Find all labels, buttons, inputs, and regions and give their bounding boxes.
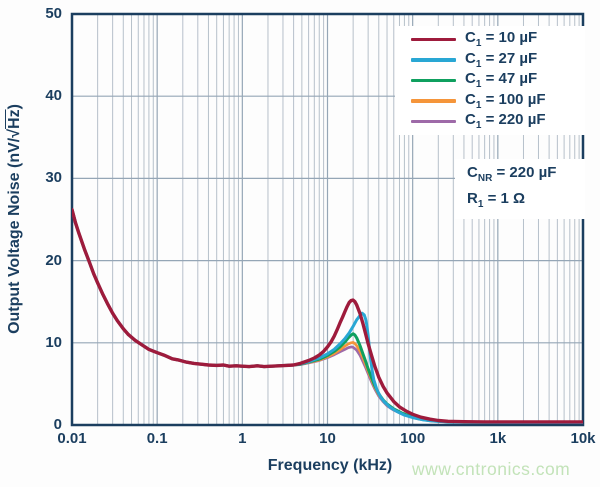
legend-label-c1-10uf: C1 = 10 µF <box>465 29 538 50</box>
conditions-annotation: CNR = 220 µF R1 = 1 Ω <box>455 159 585 219</box>
x-tick-label-100: 100 <box>400 430 426 447</box>
annotation-cnr: CNR = 220 µF <box>467 163 585 189</box>
legend-item-c1-10uf: C1 = 10 µF <box>411 29 585 50</box>
watermark: www.cntronics.com <box>412 459 571 479</box>
legend-label-c1-100uf: C1 = 100 µF <box>465 90 546 111</box>
y-axis-title-text: Output Voltage Noise (nV/√ <box>6 128 23 334</box>
annotation-r1: R1 = 1 Ω <box>467 189 585 215</box>
legend-item-c1-100uf: C1 = 100 µF <box>411 91 585 112</box>
legend-item-c1-220uf: C1 = 220 µF <box>411 111 585 132</box>
legend-swatch-c1-220uf <box>411 119 456 123</box>
x-tick-label-1: 1 <box>238 430 247 447</box>
sqrt-overline-hz: Hz <box>6 109 23 129</box>
legend-label-c1-27uf: C1 = 27 µF <box>465 49 538 70</box>
y-tick-label-50: 50 <box>45 5 62 22</box>
y-tick-label-0: 0 <box>53 416 62 433</box>
legend-swatch-c1-10uf <box>411 37 456 41</box>
annotation-cnr-symbol: C <box>467 164 478 181</box>
y-tick-label-20: 20 <box>45 251 62 269</box>
x-tick-label-10k: 10k <box>570 430 596 447</box>
y-tick-label-40: 40 <box>45 87 62 105</box>
legend-label-c1-47uf: C1 = 47 µF <box>465 70 538 91</box>
y-axis-title: Output Voltage Noise (nV/√Hz) <box>6 104 24 334</box>
y-axis-title-close: ) <box>6 104 23 110</box>
x-tick-label-10: 10 <box>319 430 336 447</box>
annotation-cnr-subscript: NR <box>477 173 493 184</box>
legend-swatch-c1-27uf <box>411 58 456 62</box>
y-tick-label-30: 30 <box>45 169 62 187</box>
curve-c1-10uf <box>72 207 583 424</box>
x-tick-label-0.1: 0.1 <box>146 430 168 447</box>
plot-frame <box>70 12 585 427</box>
annotation-cnr-value: = 220 µF <box>492 164 557 181</box>
x-axis-title: Frequency (kHz) <box>267 457 393 474</box>
y-tick-label-10: 10 <box>45 333 62 351</box>
legend-item-c1-47uf: C1 = 47 µF <box>411 70 585 91</box>
annotation-r1-value: = 1 Ω <box>483 190 526 207</box>
x-tick-label-0.01: 0.01 <box>57 430 87 447</box>
annotation-r1-subscript: 1 <box>477 199 484 210</box>
legend-item-c1-27uf: C1 = 27 µF <box>411 50 585 71</box>
legend: C1 = 10 µF C1 = 27 µF C1 = 47 µF C1 = 100 µ… <box>395 26 585 135</box>
x-tick-label-1k: 1k <box>489 430 507 447</box>
legend-swatch-c1-47uf <box>411 78 456 82</box>
legend-swatch-c1-100uf <box>411 99 456 103</box>
legend-label-c1-220uf: C1 = 220 µF <box>465 111 546 132</box>
annotation-r1-symbol: R <box>467 190 478 207</box>
